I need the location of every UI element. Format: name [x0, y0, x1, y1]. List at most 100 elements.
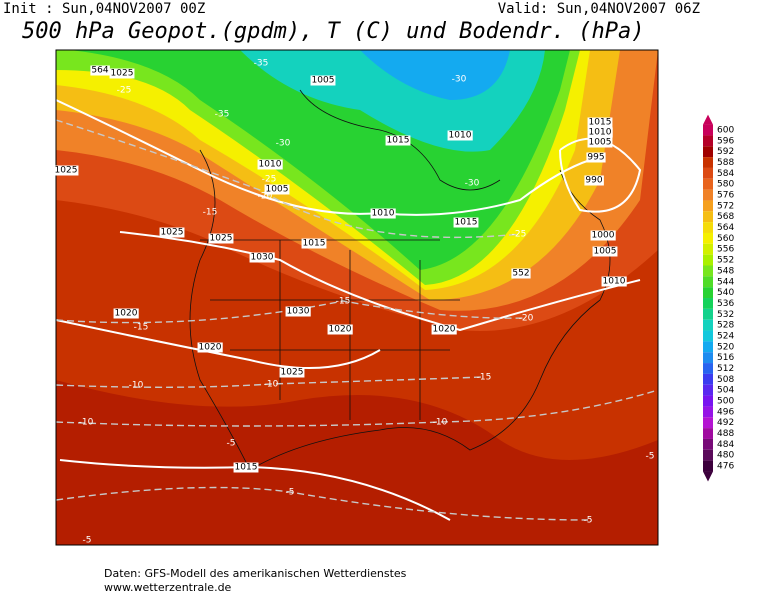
colorbar-label: 516: [717, 353, 734, 363]
colorbar-swatch: [703, 384, 713, 396]
isobar-label: 1010: [449, 131, 472, 141]
label-box: [53, 165, 79, 176]
label-box: [159, 227, 185, 238]
colorbar-arrow-top: [703, 114, 713, 125]
colorbar-arrow-bottom: [703, 471, 713, 482]
label-box: [587, 117, 613, 128]
isobar-label: 1005: [266, 185, 289, 195]
label-box: [370, 208, 396, 219]
label-box: [385, 135, 411, 146]
colorbar-label: 508: [717, 375, 734, 385]
colorbar-swatch: [703, 363, 713, 374]
isobar-label: 1020: [433, 325, 456, 335]
colorbar-swatch: [703, 178, 713, 190]
isobar-label: 1020: [115, 309, 138, 319]
temperature-label: -20: [258, 192, 273, 202]
colorbar-label: 580: [717, 180, 734, 190]
isobar-label: 1005: [312, 76, 335, 86]
colorbar-label: 476: [717, 462, 734, 472]
colorbar-swatch: [703, 189, 713, 201]
isobar-label: 1025: [281, 368, 304, 378]
colorbar-label: 484: [717, 440, 734, 450]
height-label: 552: [512, 269, 529, 279]
temperature-label: -30: [452, 75, 467, 85]
colorbar-label: 492: [717, 418, 734, 428]
label-box: [327, 324, 353, 335]
isobar-label: 1010: [589, 128, 612, 138]
colorbar-swatch: [703, 200, 713, 212]
colorbar-swatch: [703, 428, 713, 439]
isobar-label: 1005: [589, 138, 612, 148]
colorbar-swatch: [703, 211, 713, 223]
label-box: [587, 127, 613, 138]
temperature-label: -25: [512, 230, 527, 240]
label-box: [113, 308, 139, 319]
valid-time: Valid: Sun,04NOV2007 06Z: [498, 1, 700, 17]
temperature-label: -30: [276, 139, 291, 149]
colorbar-label: 540: [717, 288, 734, 298]
colorbar-swatch: [703, 157, 713, 168]
isobar-label: 1010: [259, 160, 282, 170]
label-box: [592, 246, 618, 257]
colorbar-label: 504: [717, 386, 734, 396]
colorbar-swatch: [703, 276, 713, 288]
colorbar-label: 572: [717, 201, 734, 211]
colorbar-label: 524: [717, 331, 734, 341]
temperature-label: -5: [646, 452, 655, 462]
colorbar-swatch: [703, 146, 713, 158]
colorbar-swatch: [703, 232, 713, 244]
map-frame: [55, 49, 659, 546]
temperature-label: -15: [336, 297, 351, 307]
isobar-label: 1000: [592, 231, 615, 241]
isobar-label: 1015: [589, 118, 612, 128]
temperature-label: -15: [134, 323, 149, 333]
isobar-label: 1025: [111, 69, 134, 79]
label-box: [587, 137, 613, 148]
isobar-label: 1025: [161, 228, 184, 238]
label-box: [264, 184, 290, 195]
temperature-label: -30: [465, 179, 480, 189]
label-box: [208, 233, 234, 244]
colorbar-label: 528: [717, 321, 734, 331]
colorbar-label: 596: [717, 136, 734, 146]
isobar-label: 1030: [251, 253, 274, 263]
label-box: [431, 324, 457, 335]
colorbar-label: 588: [717, 158, 734, 168]
title: 500 hPa Geopot.(gpdm), T (C) und Bodendr…: [22, 19, 645, 44]
colorbar-swatch: [703, 298, 713, 309]
init-time: Init : Sun,04NOV2007 00Z: [3, 1, 205, 17]
colorbar-label: 520: [717, 342, 734, 352]
temperature-label: -35: [215, 110, 230, 120]
colorbar-label: 496: [717, 407, 734, 417]
label-box: [257, 159, 283, 170]
colorbar-swatch: [703, 406, 713, 418]
colorbar-swatch: [703, 243, 713, 255]
isobar-label: 1015: [455, 218, 478, 228]
isobar-label: 1020: [329, 325, 352, 335]
label-box: [511, 268, 531, 279]
label-box: [285, 306, 311, 317]
temperature-label: -10: [129, 381, 144, 391]
colorbar-swatch: [703, 341, 713, 353]
colorbar-label: 532: [717, 310, 734, 320]
isobar-label: 990: [585, 176, 602, 186]
colorbar-swatch: [703, 124, 713, 136]
colorbar-swatch: [703, 319, 713, 331]
colorbar-swatch: [703, 330, 713, 342]
temperature-label: -20: [519, 314, 534, 324]
temperature-label: -5: [227, 439, 236, 449]
label-box: [301, 238, 327, 249]
colorbar-label: 556: [717, 245, 734, 255]
isobar-label: 1020: [199, 343, 222, 353]
label-box: [453, 217, 479, 228]
colorbar: 6005965925885845805765725685645605565525…: [703, 114, 734, 482]
label-box: [109, 68, 135, 79]
label-box: [90, 65, 110, 76]
temperature-label: -15: [477, 373, 492, 383]
temperature-label: -10: [433, 418, 448, 428]
map: [56, 50, 658, 545]
temperature-label: -5: [584, 516, 593, 526]
label-box: [249, 252, 275, 263]
website: www.wetterzentrale.de: [104, 581, 232, 594]
isobar-label: 1010: [372, 209, 395, 219]
